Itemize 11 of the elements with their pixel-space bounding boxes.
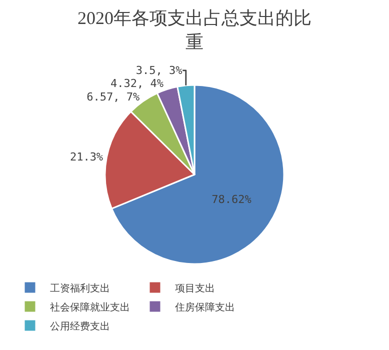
legend-label: 住房保障支出	[175, 301, 235, 314]
data-label: 3.5, 3%	[136, 64, 183, 77]
chart-title: 2020年各项支出占总支出的比重	[76, 7, 312, 54]
legend-label: 项目支出	[175, 282, 215, 294]
legend-label: 公用经费支出	[50, 320, 110, 332]
data-label: 21.3%	[70, 150, 104, 164]
data-label: 78.62%	[212, 192, 252, 206]
data-label: 4.32, 4%	[110, 76, 164, 90]
data-label: 6.57, 7%	[86, 90, 140, 104]
legend-label: 社会保障就业支出	[50, 301, 130, 314]
legend-label: 工资福利支出	[50, 282, 110, 294]
